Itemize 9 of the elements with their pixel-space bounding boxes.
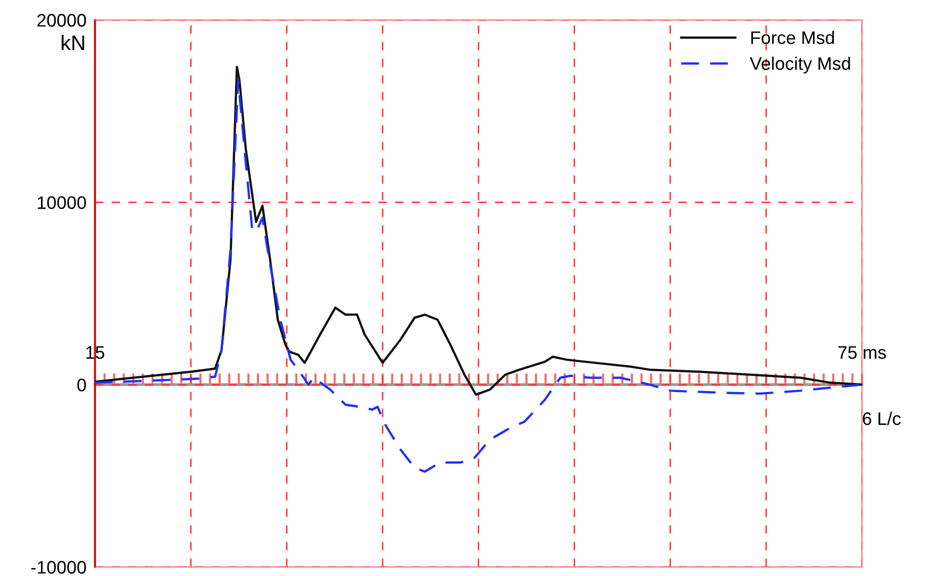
y-tick-label: 0: [77, 378, 86, 392]
y-tick-label: 20000: [37, 14, 86, 27]
legend-label: Velocity Msd: [750, 56, 850, 74]
x-tick-label: 75 ms: [838, 346, 886, 359]
y-axis-title: kN: [62, 34, 84, 50]
y-tick-label: -10000: [31, 560, 86, 574]
text: 6 L/c: [862, 412, 901, 426]
legend-label: Force Msd: [751, 30, 834, 44]
y-tick-label: 10000: [38, 196, 86, 210]
